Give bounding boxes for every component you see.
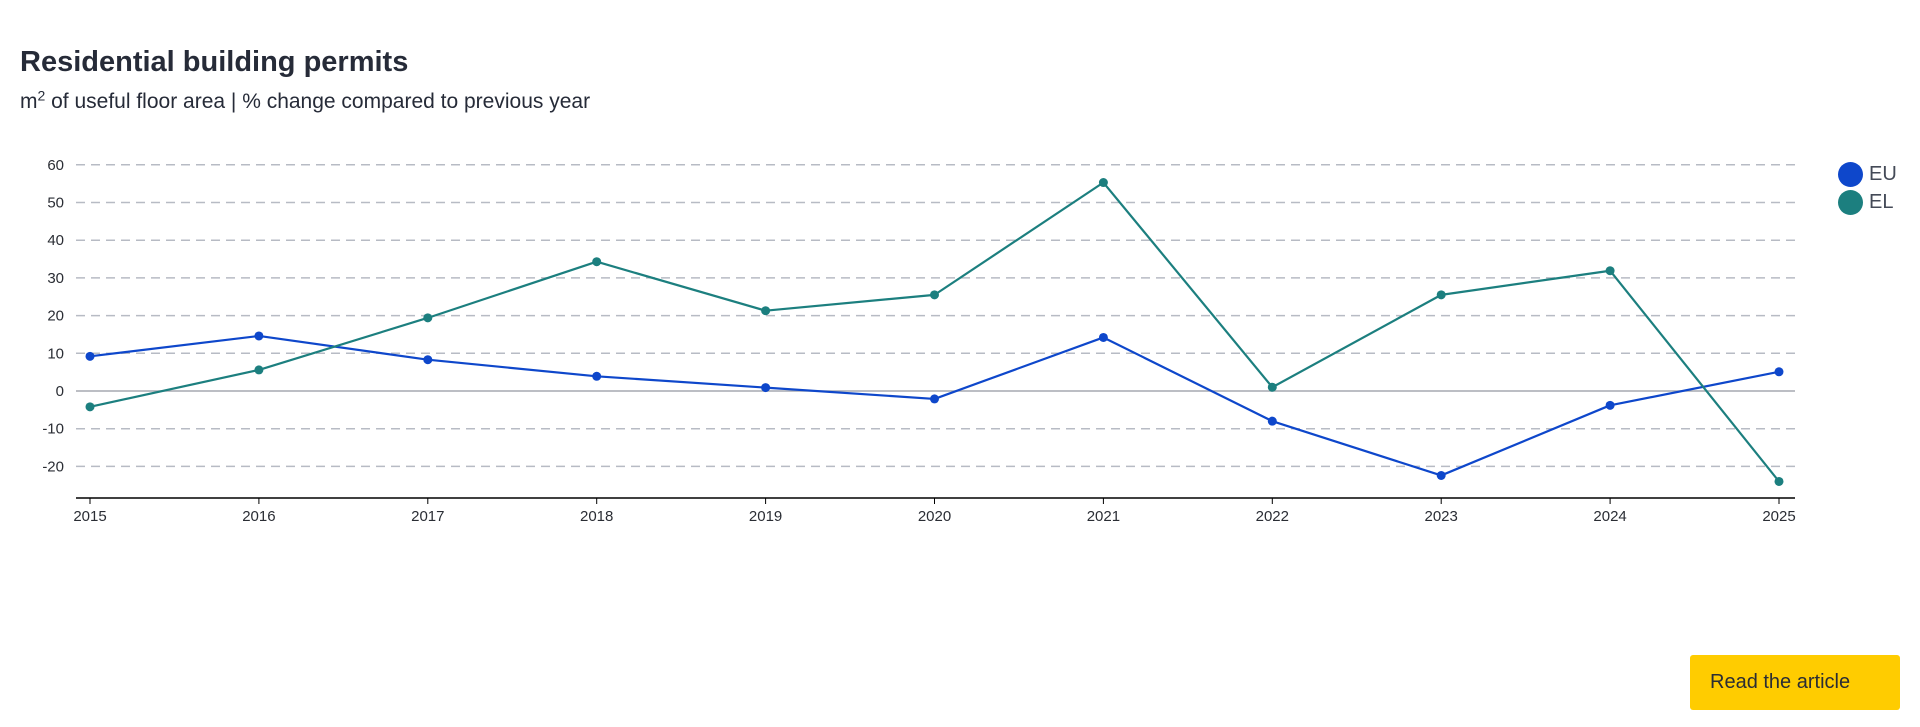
y-tick-label: -10 [42,421,64,438]
data-point-eu[interactable] [1267,416,1277,426]
subtitle-unit-exponent: 2 [37,87,46,104]
axes: 60 50 40 30 20 10 0 -10 -20 2015 2016 2017 2018 2019 2… [14,156,1795,525]
chart-title: Residential building permits [20,46,409,78]
data-point-el[interactable] [1436,290,1446,300]
data-point-eu[interactable] [423,355,433,365]
y-tick-label: 50 [47,195,64,212]
y-tick-label: 40 [47,232,64,249]
data-point-el[interactable] [592,257,602,267]
data-point-eu[interactable] [1436,470,1446,480]
legend-swatch-el [1838,189,1863,215]
subtitle-description: of useful floor area | % change compared… [45,90,591,113]
y-tick-label: 20 [47,308,64,325]
series-line-el [89,181,1780,483]
data-point-eu[interactable] [1605,400,1615,410]
y-axis-title: % change compared to same quarter of pre… [14,156,30,498]
x-tick-label: 2025 [1762,508,1795,525]
legend: EU EL [1838,160,1897,216]
data-point-el[interactable] [761,306,771,316]
x-tick-label: 2021 [1087,508,1120,525]
chart-subtitle: m2 of useful floor area | % change compa… [20,87,591,114]
legend-swatch-eu [1838,161,1863,187]
data-point-el[interactable] [930,290,939,300]
y-tick-label: 10 [47,345,64,362]
y-tick-label: -20 [42,458,64,475]
x-tick-label: 2022 [1256,508,1289,525]
x-tick-label: 2023 [1425,508,1458,525]
x-tick-label: 2020 [918,508,951,525]
data-point-eu[interactable] [930,394,939,404]
y-tick-label: 0 [56,383,64,400]
data-point-el[interactable] [1774,476,1784,486]
y-tick-label: 30 [47,270,64,287]
series [85,178,1784,486]
data-point-el[interactable] [423,313,433,323]
data-point-el[interactable] [1605,266,1615,276]
legend-label-el: EL [1869,190,1894,213]
subtitle-unit-base: m [20,90,38,113]
read-article-button[interactable]: Read the article [1690,655,1900,710]
data-point-el[interactable] [1267,382,1277,392]
data-point-el[interactable] [85,402,95,412]
x-tick-label: 2017 [411,508,444,525]
data-point-el[interactable] [254,365,264,375]
series-line-eu [89,334,1780,477]
legend-item-eu[interactable]: EU [1838,160,1897,188]
data-point-eu[interactable] [254,331,264,341]
data-point-eu[interactable] [761,383,771,393]
legend-label-eu: EU [1869,162,1897,185]
gridlines [76,164,1795,468]
x-tick-label: 2024 [1593,508,1626,525]
x-tick-label: 2015 [73,508,106,525]
x-tick-label: 2019 [749,508,782,525]
data-point-eu[interactable] [85,351,95,361]
y-tick-label: 60 [47,157,64,174]
data-point-el[interactable] [1098,178,1108,188]
legend-item-el[interactable]: EL [1838,188,1897,216]
data-point-eu[interactable] [1774,367,1784,377]
data-point-eu[interactable] [1098,332,1108,342]
data-point-eu[interactable] [592,371,602,381]
x-tick-label: 2016 [242,508,275,525]
x-tick-label: 2018 [580,508,613,525]
